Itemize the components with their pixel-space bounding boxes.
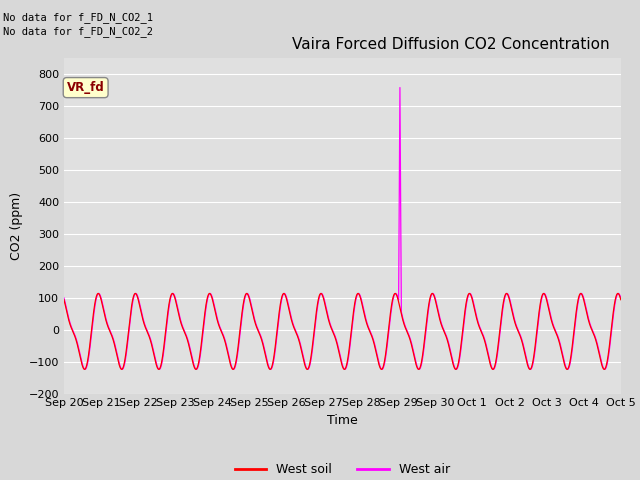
Legend: West soil, West air: West soil, West air [230, 458, 454, 480]
Text: No data for f_FD_N_CO2_2: No data for f_FD_N_CO2_2 [3, 26, 153, 37]
Text: Vaira Forced Diffusion CO2 Concentration: Vaira Forced Diffusion CO2 Concentration [292, 37, 610, 52]
X-axis label: Time: Time [327, 414, 358, 427]
Text: VR_fd: VR_fd [67, 81, 104, 94]
Text: No data for f_FD_N_CO2_1: No data for f_FD_N_CO2_1 [3, 12, 153, 23]
Y-axis label: CO2 (ppm): CO2 (ppm) [10, 192, 23, 260]
